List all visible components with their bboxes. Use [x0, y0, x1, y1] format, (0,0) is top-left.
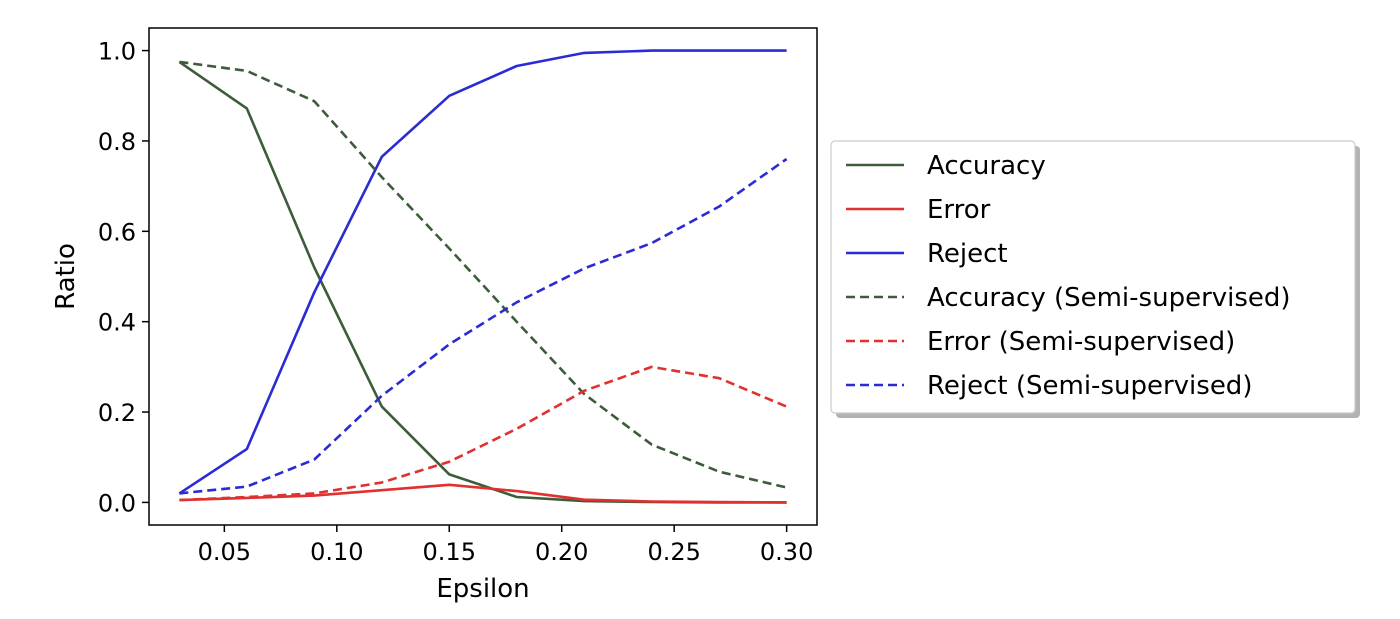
- y-tick-label: 0.6: [98, 218, 136, 246]
- plot-area: 0.05 0.10 0.15 0.20 0.25 0.30 0.0 0.2 0.4 0.6 0.8…: [98, 27, 818, 566]
- legend-label-5: Reject (Semi-supervised): [927, 371, 1252, 401]
- y-tick-label: 1.0: [98, 38, 136, 66]
- series-layer: [178, 49, 788, 504]
- series-line-5: [179, 157, 788, 495]
- series-line-4: [179, 365, 788, 502]
- x-tick-label: 0.15: [423, 538, 476, 566]
- legend-label-3: Accuracy (Semi-supervised): [927, 283, 1291, 313]
- x-tick-label: 0.05: [198, 538, 251, 566]
- y-axis-ticks: 0.0 0.2 0.4 0.6 0.8 1.0: [98, 38, 149, 517]
- x-axis-ticks: 0.05 0.10 0.15 0.20 0.25 0.30: [198, 525, 813, 566]
- legend-label-0: Accuracy: [927, 151, 1046, 181]
- y-axis-label: Ratio: [51, 243, 81, 310]
- y-tick-label: 0.2: [98, 399, 136, 427]
- y-tick-label: 0.0: [98, 489, 136, 517]
- x-tick-label: 0.25: [647, 538, 700, 566]
- legend-label-4: Error (Semi-supervised): [927, 327, 1235, 357]
- y-tick-label: 0.8: [98, 128, 136, 156]
- x-axis-label: Epsilon: [436, 574, 529, 604]
- legend-label-2: Reject: [927, 239, 1008, 269]
- x-tick-label: 0.30: [760, 538, 813, 566]
- series-line-0: [178, 60, 787, 504]
- x-tick-label: 0.20: [535, 538, 588, 566]
- series-line-2: [178, 49, 787, 495]
- y-tick-label: 0.4: [98, 309, 136, 337]
- x-tick-label: 0.10: [310, 538, 363, 566]
- plot-frame: [148, 27, 818, 526]
- series-line-3: [179, 60, 787, 489]
- series-line-1: [179, 483, 787, 504]
- legend-box: [830, 140, 1356, 414]
- legend: Accuracy Error Reject Accuracy (Semi-superv…: [830, 140, 1360, 418]
- legend-label-1: Error: [927, 195, 991, 225]
